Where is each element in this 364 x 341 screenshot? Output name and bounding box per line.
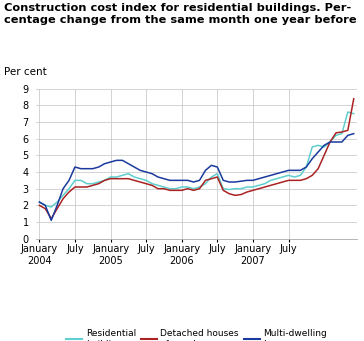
Text: Construction cost index for residential buildings. Per-
centage change from the : Construction cost index for residential …: [4, 3, 356, 25]
Legend: Residential
buildings, Detached houses
of wood, Multi-dwelling
houses: Residential buildings, Detached houses o…: [62, 326, 331, 341]
Text: Per cent: Per cent: [4, 66, 47, 77]
